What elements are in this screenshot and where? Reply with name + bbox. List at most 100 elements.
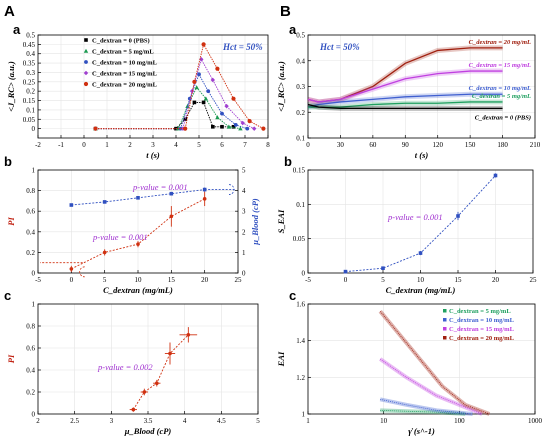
y-tick-label: 0.2 xyxy=(26,249,35,257)
annotation: p-value = 0.002 xyxy=(97,362,153,372)
legend-entry: C_dextran = 15 mg/mL xyxy=(449,326,515,333)
data-point xyxy=(192,79,197,84)
data-point xyxy=(169,191,174,196)
y-tick-label: 0.45 xyxy=(23,41,36,49)
data-point xyxy=(194,85,199,90)
series-label: C_dextran = 10 mg/mL xyxy=(469,85,531,92)
legend-marker xyxy=(443,318,447,322)
series-line xyxy=(95,58,255,130)
x-tick-label: 4.5 xyxy=(217,417,226,425)
y2-tick-label: 2 xyxy=(242,228,246,236)
series-label: C_dextran = 5 mg/mL xyxy=(472,93,531,100)
series-line xyxy=(380,409,466,415)
data-point xyxy=(186,333,191,337)
data-point xyxy=(189,88,195,94)
y-tick-label: 0.4 xyxy=(26,367,35,375)
legend-marker xyxy=(443,327,447,331)
data-point xyxy=(231,124,236,129)
x-tick-label: 0 xyxy=(344,276,348,284)
y-tick-label: 1.6 xyxy=(296,301,305,309)
data-point xyxy=(418,251,423,255)
panel-label-A-b: b xyxy=(4,154,12,169)
x-tick-label: 30 xyxy=(337,141,345,149)
x-tick-label: 3.5 xyxy=(144,417,153,425)
y-axis-label: PI xyxy=(6,217,16,226)
x-tick-label: 0 xyxy=(70,276,74,284)
y-tick-label: 0 xyxy=(32,411,36,419)
series-line xyxy=(380,398,473,415)
x-axis-label: t (s) xyxy=(415,150,429,160)
legend-entry: C_dextran = 20 mg/mL xyxy=(92,82,158,89)
panel-label-B-c: c xyxy=(289,288,296,303)
x-tick-label: 0 xyxy=(306,141,310,149)
y2-axis-label: μ_Blood (cP) xyxy=(250,198,260,246)
y-tick-label: 1 xyxy=(302,411,306,419)
x-tick-label: 5 xyxy=(197,141,201,149)
x-tick-label: 100 xyxy=(454,417,465,425)
y-tick-label: 0.3 xyxy=(296,83,305,91)
chart-B-a: 0 30 60 90 120 150 180 210 0.1 0.2 0.3 0.4 0.5 t (s) <… xyxy=(276,32,541,161)
x-tick-label: 90 xyxy=(402,141,410,149)
data-point xyxy=(201,42,206,47)
panel-label-A-c: c xyxy=(4,288,11,303)
y-axis-label: S_EAI xyxy=(276,209,286,233)
x-tick-label: 5 xyxy=(256,417,260,425)
series-line xyxy=(307,103,503,110)
legend-entry: C_dextran = 0 (PBS) xyxy=(92,38,150,45)
data-point xyxy=(220,124,224,129)
x-tick-label: 2 xyxy=(128,141,132,149)
x-tick-label: 60 xyxy=(369,141,377,149)
series-line xyxy=(95,86,241,130)
data-point xyxy=(240,120,245,126)
series-line xyxy=(379,358,483,415)
x-tick-label: -1 xyxy=(58,141,64,149)
data-point xyxy=(381,266,385,270)
group-label-B: B xyxy=(280,3,291,20)
x-tick-label: 10 xyxy=(380,417,388,425)
y-tick-label: 0.2 xyxy=(296,109,305,117)
data-point xyxy=(169,214,174,219)
x-tick-label: 4 xyxy=(174,141,178,149)
x-axis-label: t (s) xyxy=(146,150,160,160)
series-line xyxy=(95,101,234,130)
y-tick-label: 0.5 xyxy=(26,32,35,40)
y-tick-label: 0.1 xyxy=(296,135,305,143)
legend-marker xyxy=(83,48,89,53)
y-tick-label: 0 xyxy=(302,270,306,278)
panel-label-B-b: b xyxy=(284,154,292,169)
x-tick-label: 180 xyxy=(497,141,508,149)
data-point xyxy=(343,269,348,274)
y-tick-label: 0.2 xyxy=(26,88,35,96)
annotation: Hct = 50% xyxy=(222,42,263,52)
y2-tick-label: 0 xyxy=(242,270,246,278)
y-tick-label: 1 xyxy=(32,167,36,175)
data-point xyxy=(69,267,74,271)
x-tick-label: 7 xyxy=(243,141,247,149)
y-tick-label: 0.4 xyxy=(296,57,305,65)
y-tick-label: 0 xyxy=(32,270,36,278)
legend-entry: C_dextran = 10 mg/mL xyxy=(92,60,158,67)
data-point xyxy=(102,200,107,204)
x-tick-label: 10 xyxy=(135,276,143,284)
legend-entry: C_dextran = 20 mg/mL xyxy=(449,335,515,342)
series-label: C_dextran = 15 mg/mL xyxy=(469,62,531,69)
x-tick-label: 120 xyxy=(432,141,443,149)
y-tick-label: 0.05 xyxy=(293,235,306,243)
y-tick-label: 0.8 xyxy=(26,323,35,331)
axis-pointer xyxy=(40,262,85,278)
data-point xyxy=(206,89,211,94)
x-tick-label: 0 xyxy=(82,141,86,149)
x-tick-label: 25 xyxy=(235,276,243,284)
data-point xyxy=(252,126,257,131)
y-tick-label: 0.1 xyxy=(296,201,305,209)
x-axis-label: C_dextran (mg/mL) xyxy=(103,285,173,295)
x-tick-label: 15 xyxy=(455,276,463,284)
chart-B-c: 1 10 100 1000 1 1.2 1.4 1.6 γ̇ (s^-1) EAI C_dextra… xyxy=(276,301,543,437)
panel-label-B-a: a xyxy=(289,22,297,37)
x-tick-label: 1 xyxy=(105,141,109,149)
y-tick-label: 1.4 xyxy=(296,337,305,345)
y-tick-label: 0 xyxy=(32,125,36,133)
y-tick-label: 0.6 xyxy=(26,208,35,216)
y-tick-label: 0.25 xyxy=(23,78,36,86)
